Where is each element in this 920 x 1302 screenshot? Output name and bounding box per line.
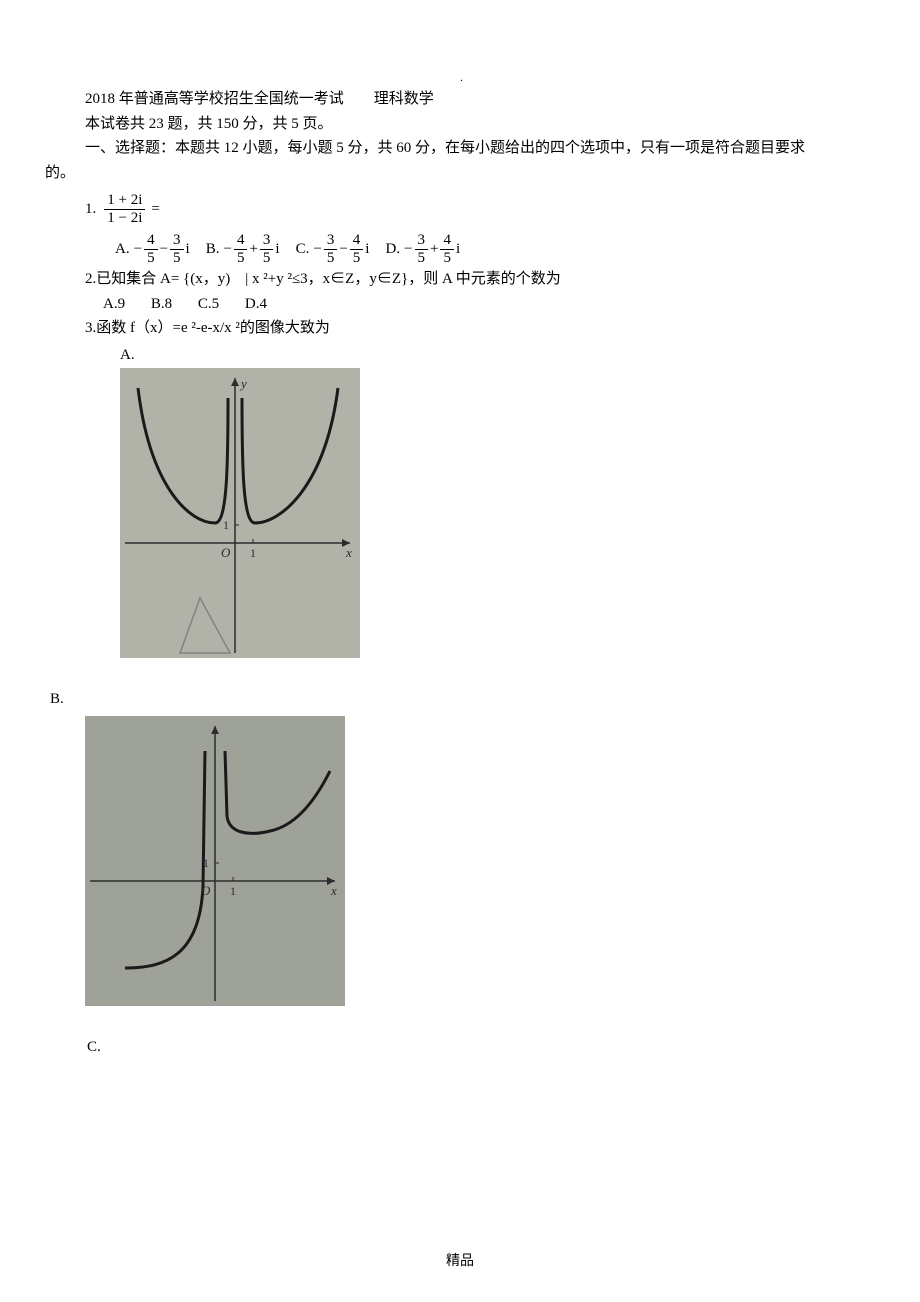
q2-option-d: D.4 <box>245 296 267 312</box>
opt-frac1: 35 <box>324 232 338 266</box>
opt-frac2: 35 <box>170 232 184 266</box>
q3-label-a: A. <box>120 344 875 367</box>
q2-option-c: C.5 <box>198 296 219 312</box>
q1-option-b: B. − 45 + 35 i <box>206 232 280 266</box>
footer-watermark: 精品 <box>0 1251 920 1272</box>
q1-option-a: A. − 45 − 35 i <box>115 232 190 266</box>
svg-text:y: y <box>239 376 247 391</box>
q3-graph-b: x O 1 1 <box>85 716 875 1014</box>
opt-frac1: 45 <box>144 232 158 266</box>
opt-tail: i <box>365 238 369 261</box>
svg-text:x: x <box>345 545 352 560</box>
opt-sign: − <box>134 238 142 261</box>
opt-label: A. <box>115 238 130 261</box>
opt-frac2: 45 <box>350 232 364 266</box>
opt-mid: + <box>249 238 257 261</box>
svg-text:1: 1 <box>223 518 229 532</box>
q1-equals: = <box>151 198 159 221</box>
opt-label: C. <box>296 238 310 261</box>
opt-sign: − <box>313 238 321 261</box>
opt-tail: i <box>275 238 279 261</box>
q2-option-b: B.8 <box>151 296 172 312</box>
opt-mid: − <box>339 238 347 261</box>
opt-mid: + <box>430 238 438 261</box>
q1-option-c: C. − 35 − 45 i <box>296 232 370 266</box>
opt-mid: − <box>160 238 168 261</box>
svg-text:O: O <box>221 545 231 560</box>
exam-subtitle: 本试卷共 23 题，共 150 分，共 5 页。 <box>85 113 875 136</box>
opt-tail: i <box>456 238 460 261</box>
svg-text:O: O <box>201 883 211 898</box>
opt-sign: − <box>404 238 412 261</box>
q2-options: A.9 B.8 C.5 D.4 <box>103 293 875 316</box>
q1-frac-num: 1 + 2i <box>104 192 145 210</box>
opt-tail: i <box>186 238 190 261</box>
q1-option-d: D. − 35 + 45 i <box>385 232 460 266</box>
opt-frac2: 35 <box>260 232 274 266</box>
opt-frac2: 45 <box>440 232 454 266</box>
opt-frac1: 45 <box>234 232 248 266</box>
graph-b-svg: x O 1 1 <box>85 716 345 1006</box>
svg-text:1: 1 <box>230 884 236 898</box>
opt-sign: − <box>223 238 231 261</box>
opt-frac1: 35 <box>415 232 429 266</box>
svg-text:1: 1 <box>203 856 209 870</box>
q1-fraction: 1 + 2i 1 − 2i <box>104 192 145 226</box>
header-dot: . <box>460 68 463 86</box>
q3-label-b: B. <box>50 688 875 711</box>
section-intro-b: 的。 <box>45 162 875 185</box>
q3-label-c: C. <box>87 1036 875 1059</box>
graph-a-svg: y x O 1 1 <box>120 368 360 658</box>
section-intro-a: 一、选择题：本题共 12 小题，每小题 5 分，共 60 分，在每小题给出的四个… <box>85 137 875 160</box>
opt-label: D. <box>385 238 400 261</box>
svg-text:x: x <box>330 883 337 898</box>
question-2: 2.已知集合 A= {(x，y) | x ²+y ²≤3，x∈Z，y∈Z}，则 … <box>85 268 875 291</box>
q3-graph-a: y x O 1 1 <box>120 368 875 666</box>
svg-text:1: 1 <box>250 546 256 560</box>
q1-options: A. − 45 − 35 i B. − 45 + 35 i C. − 35 − … <box>115 232 875 266</box>
q2-option-a: A.9 <box>103 296 125 312</box>
q1-frac-den: 1 − 2i <box>104 210 145 227</box>
question-1: 1. 1 + 2i 1 − 2i = <box>85 192 875 226</box>
exam-title: 2018 年普通高等学校招生全国统一考试 理科数学 <box>85 88 875 111</box>
question-3: 3.函数 f（x）=e ²-e-x/x ²的图像大致为 <box>85 317 875 340</box>
q1-number: 1. <box>85 198 96 221</box>
opt-label: B. <box>206 238 220 261</box>
